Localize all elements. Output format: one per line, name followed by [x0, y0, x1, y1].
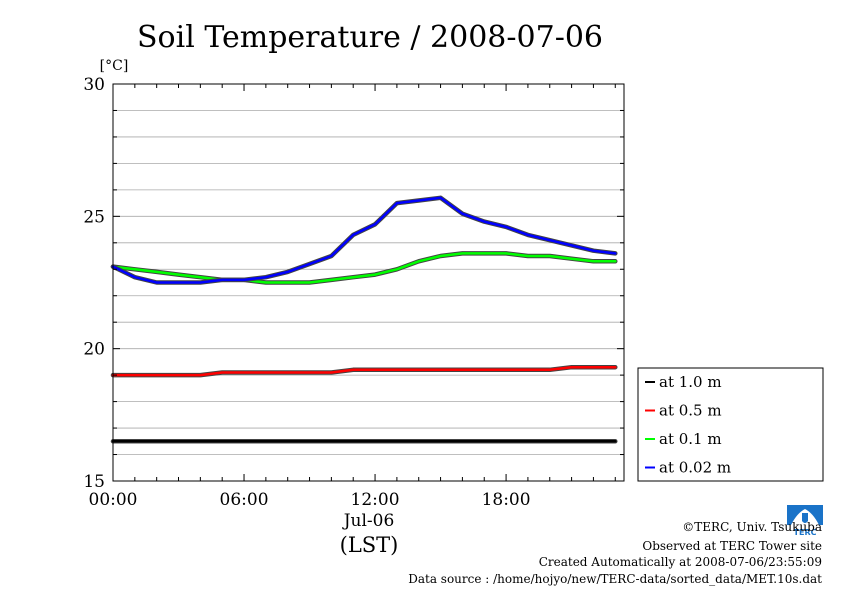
series-line [111, 196, 617, 284]
copyright-text: ©TERC, Univ. Tsukuba [682, 520, 822, 534]
legend-label: at 1.0 m [659, 373, 722, 391]
legend-box [637, 367, 824, 482]
created-text: Created Automatically at 2008-07-06/23:5… [538, 555, 822, 569]
plot-frame [112, 83, 625, 482]
y-tick-labels: 15 20 25 30 [83, 75, 105, 492]
x-tick-label: 18:00 [482, 490, 531, 510]
legend: at 1.0 m at 0.5 m at 0.1 m at 0.02 m [637, 367, 824, 482]
x-axis-date: Jul-06 [342, 511, 395, 531]
logo-text: TERC [794, 528, 817, 537]
x-tick-label: 00:00 [89, 490, 138, 510]
site-text: Observed at TERC Tower site [642, 539, 822, 553]
legend-label: at 0.1 m [659, 430, 722, 448]
legend-label: at 0.02 m [659, 459, 731, 477]
x-axis-label: (LST) [340, 533, 399, 557]
x-tick-labels: 00:00 06:00 12:00 18:00 [89, 490, 531, 510]
grid-lines [113, 110, 624, 455]
y-tick-label: 30 [83, 75, 105, 95]
data-source-text: Data source : /home/hojyo/new/TERC-data/… [408, 572, 822, 586]
terc-logo: TERC [785, 503, 825, 537]
series-line-outline [110, 195, 618, 285]
y-axis-unit: [°C] [100, 58, 129, 74]
y-tick-label: 20 [83, 340, 105, 360]
series-lines [110, 195, 618, 444]
chart-title: Soil Temperature / 2008-07-06 [137, 20, 603, 55]
axis-ticks [112, 83, 624, 482]
x-tick-label: 06:00 [220, 490, 269, 510]
series-line [111, 365, 617, 377]
legend-label: at 0.5 m [659, 402, 722, 420]
series-line [111, 252, 617, 284]
x-tick-label: 12:00 [351, 490, 400, 510]
y-tick-label: 25 [83, 207, 105, 227]
y-tick-label: 15 [83, 472, 105, 492]
series-line-outline [110, 251, 618, 285]
